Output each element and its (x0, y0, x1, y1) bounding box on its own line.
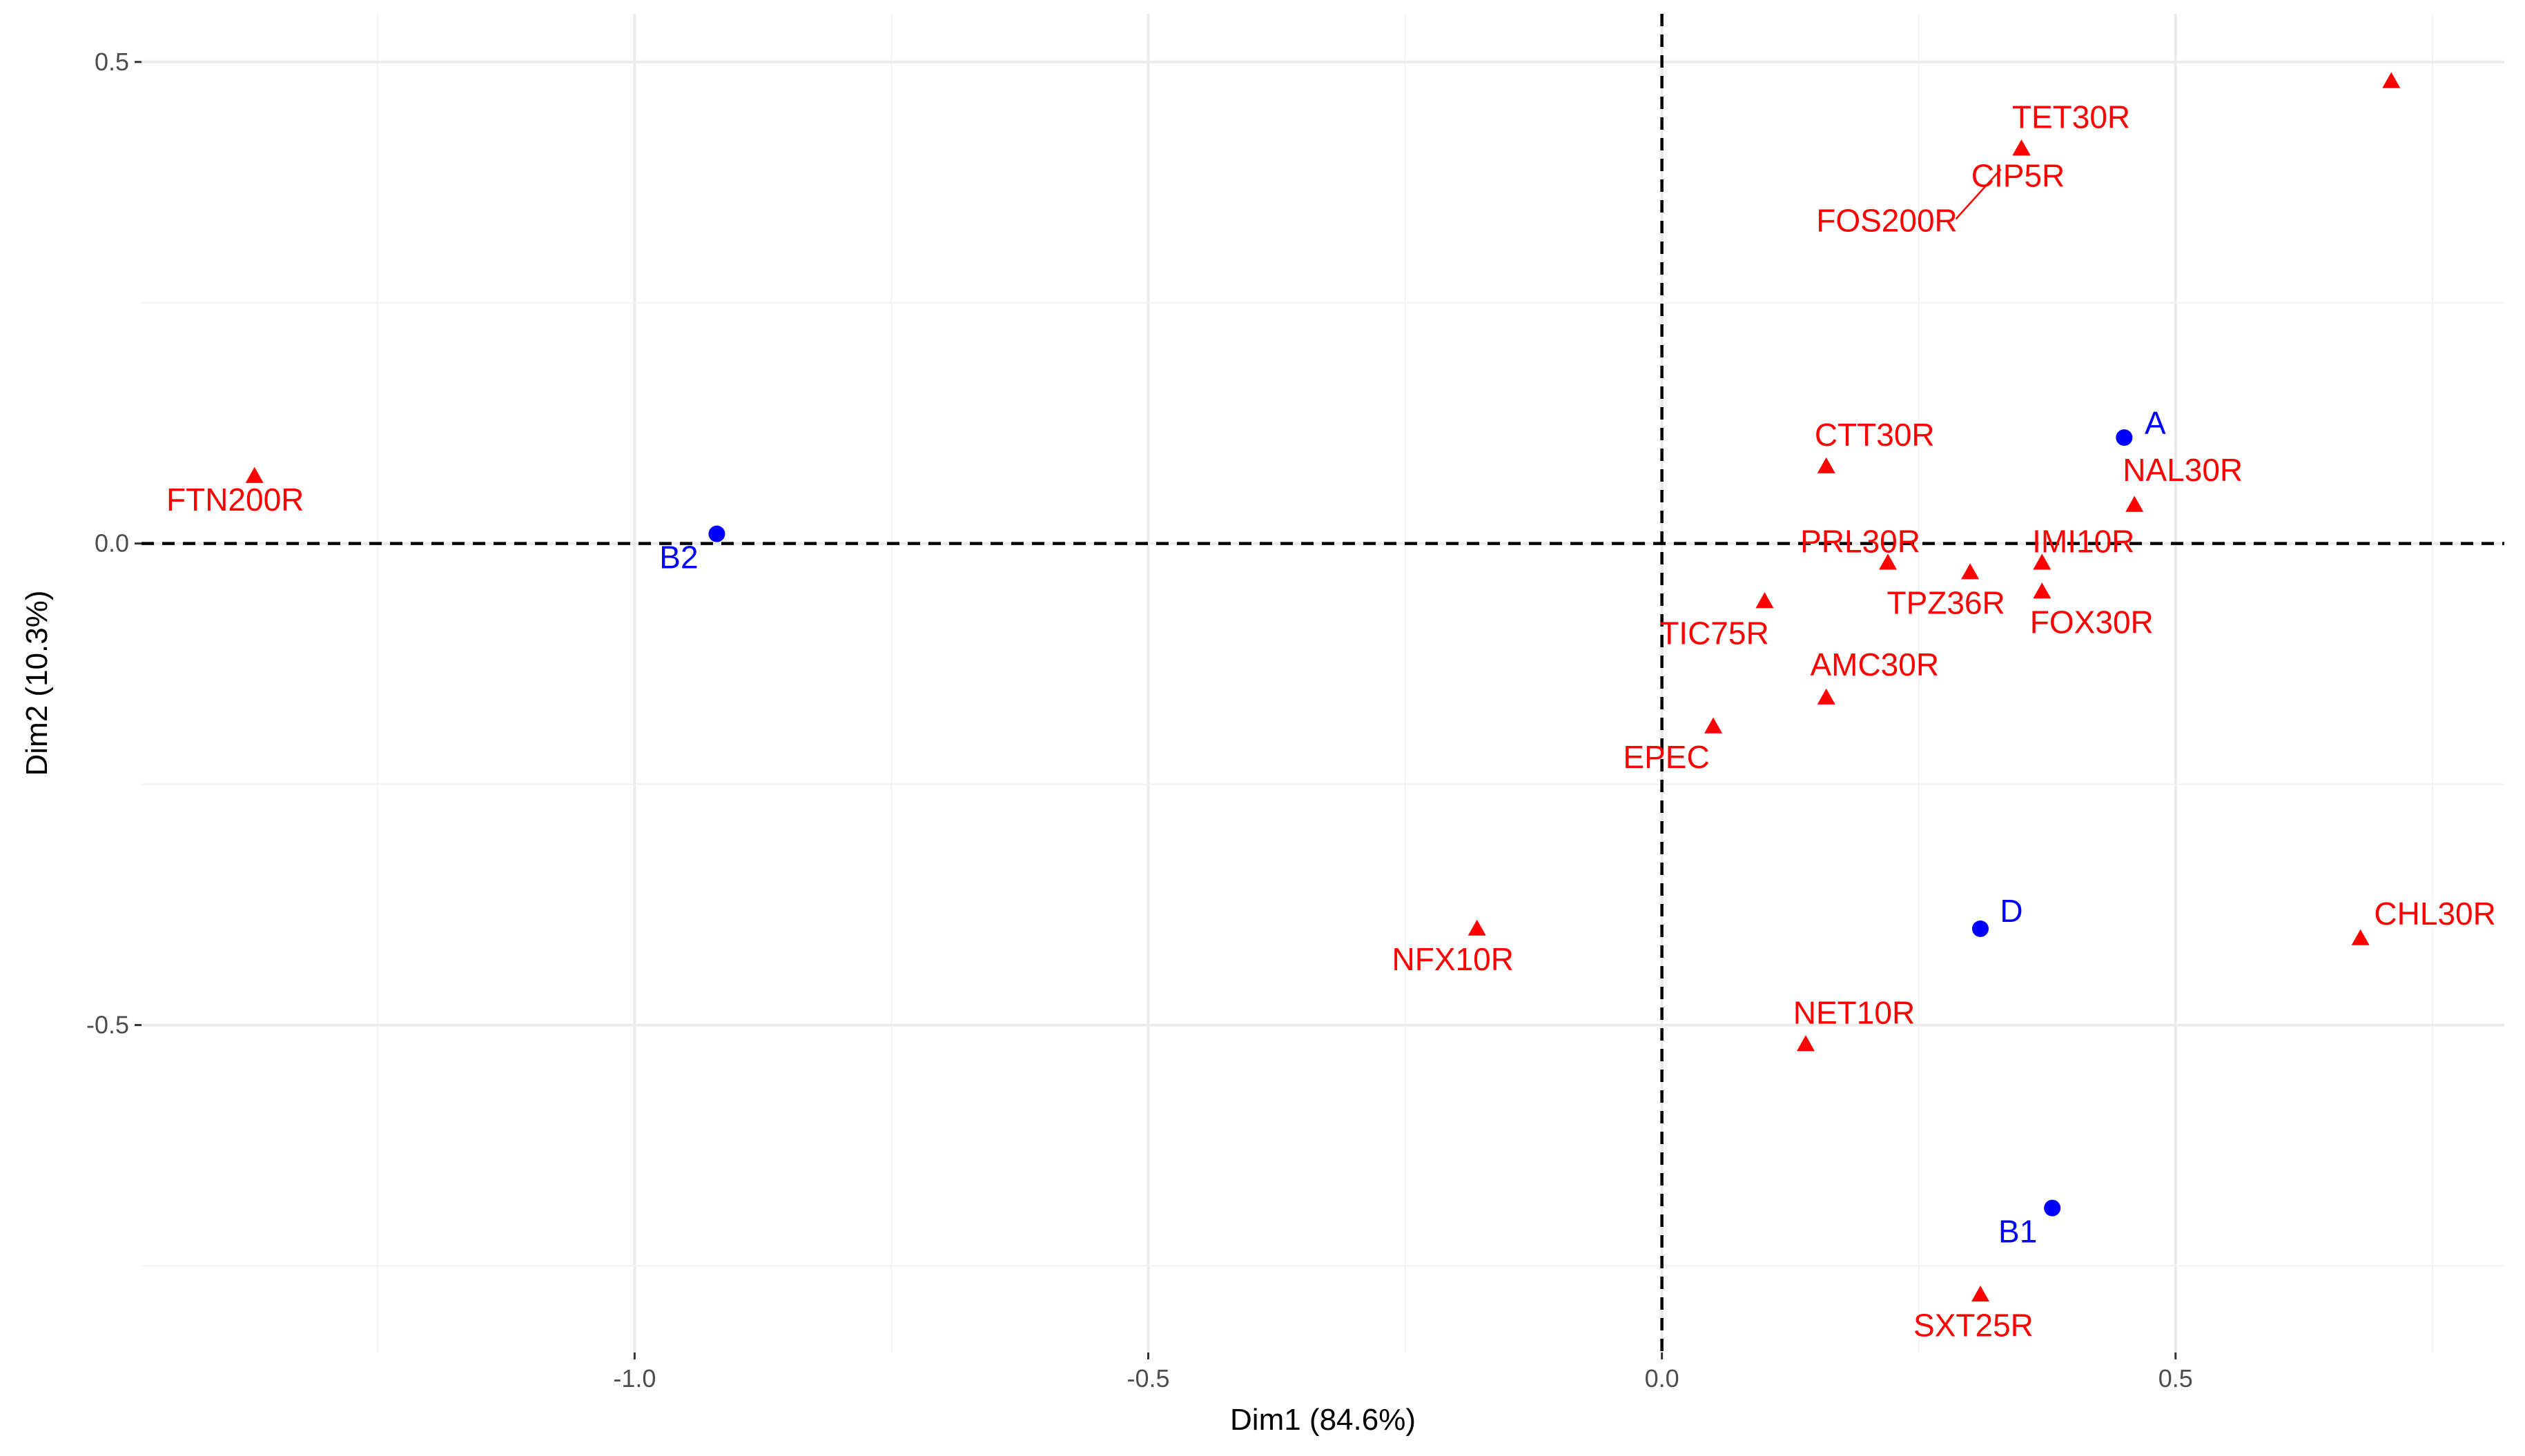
x-tick-label: -0.5 (1127, 1364, 1169, 1393)
x-tick-label: 0.5 (2158, 1364, 2193, 1393)
marker-b1 (2044, 1199, 2061, 1217)
label-ctt30r: CTT30R (1815, 417, 1935, 453)
label-epec: EPEC (1623, 739, 1709, 775)
label-fox30r: FOX30R (2030, 604, 2154, 640)
label-ftn200r: FTN200R (166, 482, 304, 518)
data-points (245, 72, 2401, 1302)
x-tick-label: 0.0 (1645, 1364, 1679, 1393)
marker-chl30r (2351, 929, 2370, 945)
label-fos200r: FOS200R (1816, 202, 1958, 238)
marker-b2 (708, 525, 725, 542)
marker-unlabeled-0-4 (2382, 72, 2401, 88)
marker-tic75r (1755, 592, 1774, 609)
marker-imi10r (2033, 553, 2051, 570)
marker-epec (1704, 717, 1723, 734)
axes: -1.0 -0.5 0.0 0.5 -0.5 0.0 0.5 (86, 48, 2193, 1393)
label-chl30r: CHL30R (2374, 896, 2495, 932)
label-imi10r: IMI10R (2032, 524, 2134, 560)
label-nal30r: NAL30R (2123, 452, 2243, 488)
marker-sxt25r (1971, 1286, 1989, 1302)
marker-ctt30r (1817, 457, 1835, 473)
label-tpz36r: TPZ36R (1887, 584, 2005, 620)
y-tick-label: -0.5 (86, 1010, 129, 1039)
marker-tpz36r (1961, 563, 1980, 580)
label-net10r: NET10R (1793, 994, 1915, 1030)
label-sxt25r: SXT25R (1913, 1307, 2034, 1343)
marker-ftn200r (245, 466, 264, 483)
plot-background (142, 14, 2504, 1352)
x-axis-title: Dim1 (84.6%) (1230, 1403, 1416, 1437)
marker-nfx10r (1468, 919, 1486, 936)
reference-lines (142, 14, 2504, 1352)
marker-prl30r (1879, 553, 1898, 570)
label-prl30r: PRL30R (1800, 524, 1920, 560)
marker-d (1971, 920, 1989, 937)
y-axis-title: Dim2 (10.3%) (20, 591, 54, 776)
marker-nal30r (2125, 495, 2144, 512)
label-b2: B2 (659, 540, 698, 575)
label-tet30r: TET30R (2012, 99, 2130, 135)
x-tick-label: -1.0 (613, 1364, 656, 1393)
label-amc30r: AMC30R (1810, 647, 1939, 682)
label-cip5r: CIP5R (1971, 157, 2065, 193)
marker-a (2116, 429, 2133, 446)
leader-lines (1955, 168, 2002, 220)
label-a: A (2145, 405, 2166, 441)
marker-net10r (1796, 1035, 1815, 1052)
label-d: D (2000, 893, 2022, 929)
leader-line-fos200r (1955, 168, 2002, 220)
marker-fox30r (2033, 582, 2051, 599)
label-nfx10r: NFX10R (1392, 941, 1514, 977)
marker-amc30r (1817, 688, 1835, 705)
label-tic75r: TIC75R (1659, 615, 1768, 651)
y-tick-label: 0.5 (95, 48, 129, 76)
y-tick-label: 0.0 (95, 529, 129, 558)
label-b1: B1 (1998, 1214, 2037, 1250)
point-labels: FTN200R TET30R CIP5R FOS200R CTT30R NAL30R PRL… (166, 99, 2496, 1343)
marker-fos200r (2012, 139, 2031, 156)
